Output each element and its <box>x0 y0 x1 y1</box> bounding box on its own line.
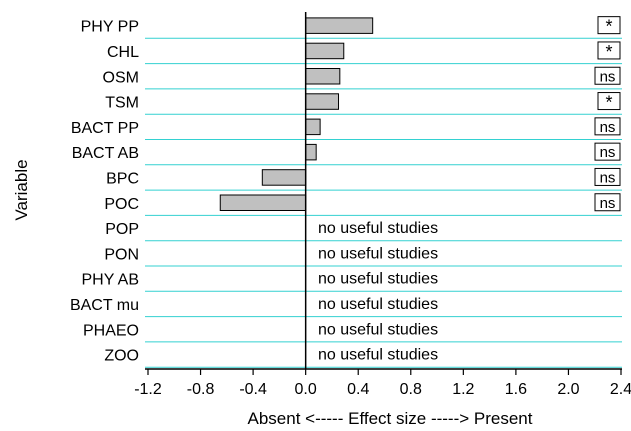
x-tick-label: 0.0 <box>295 381 317 398</box>
category-label: BACT mu <box>70 297 139 314</box>
significance-box <box>594 66 621 85</box>
category-labels: PHY PP CHL OSM TSM BACT PP BACT AB BPC POC POP PO… <box>70 19 139 365</box>
category-label: TSM <box>105 95 139 112</box>
no-data-note: no useful studies <box>318 321 438 338</box>
category-label: ZOO <box>104 348 139 365</box>
bar <box>305 143 317 161</box>
x-tick-label: 0.8 <box>400 381 422 398</box>
bar <box>305 93 340 110</box>
row-annotations: no useful studies no useful studies no use… <box>318 220 438 363</box>
bar <box>305 17 374 34</box>
category-label: PHY PP <box>81 19 139 36</box>
category-label: PON <box>104 246 139 263</box>
x-axis-label: Absent <----- Effect size -----> Present <box>248 409 533 428</box>
category-label: BPC <box>106 170 139 187</box>
category-label: BACT PP <box>71 120 139 137</box>
significance-label: ns <box>600 144 616 161</box>
category-label: CHL <box>107 44 139 61</box>
category-label: PHAEO <box>83 322 139 339</box>
bar <box>305 118 321 136</box>
significance-box <box>594 193 621 212</box>
x-tick-label: 2.4 <box>610 381 631 398</box>
significance-label: * <box>605 42 612 62</box>
no-data-note: no useful studies <box>318 347 438 364</box>
significance-markers: * * ns * ns ns ns ns <box>594 16 621 212</box>
x-tick-label: -0.8 <box>187 381 215 398</box>
x-tick-label: 1.2 <box>452 381 474 398</box>
x-tick-label: 2.0 <box>557 381 579 398</box>
significance-label: ns <box>600 119 616 136</box>
significance-label: * <box>605 93 612 113</box>
x-tick-label: -1.2 <box>134 381 162 398</box>
bar <box>305 42 345 60</box>
bar <box>219 194 307 211</box>
x-tick-label: 1.6 <box>505 381 527 398</box>
no-data-note: no useful studies <box>318 271 438 288</box>
x-tick-label: -0.4 <box>239 381 267 398</box>
category-label: PHY AB <box>81 272 139 289</box>
bar <box>261 169 307 186</box>
category-label: POP <box>105 221 139 238</box>
significance-label: ns <box>600 195 616 212</box>
x-axis: -1.2 -0.8 -0.4 0.0 0.4 0.8 1.2 1.6 2.0 2.4 <box>134 12 631 398</box>
significance-label: ns <box>600 169 616 186</box>
no-data-note: no useful studies <box>318 296 438 313</box>
significance-label: * <box>605 17 612 37</box>
significance-box <box>597 92 621 111</box>
category-label: OSM <box>103 69 139 86</box>
significance-box <box>594 142 621 161</box>
x-tick-label: 0.4 <box>347 381 369 398</box>
significance-box <box>597 41 621 60</box>
significance-box <box>597 16 621 35</box>
bar <box>305 68 341 85</box>
significance-box <box>594 167 621 186</box>
category-label: BACT AB <box>72 145 139 162</box>
significance-box <box>594 117 621 136</box>
no-data-note: no useful studies <box>318 220 438 237</box>
y-axis-label: Variable <box>12 159 31 220</box>
no-data-note: no useful studies <box>318 245 438 262</box>
bars <box>219 17 374 211</box>
category-label: POC <box>104 196 139 213</box>
significance-label: ns <box>600 68 616 85</box>
gridlines <box>145 37 622 368</box>
